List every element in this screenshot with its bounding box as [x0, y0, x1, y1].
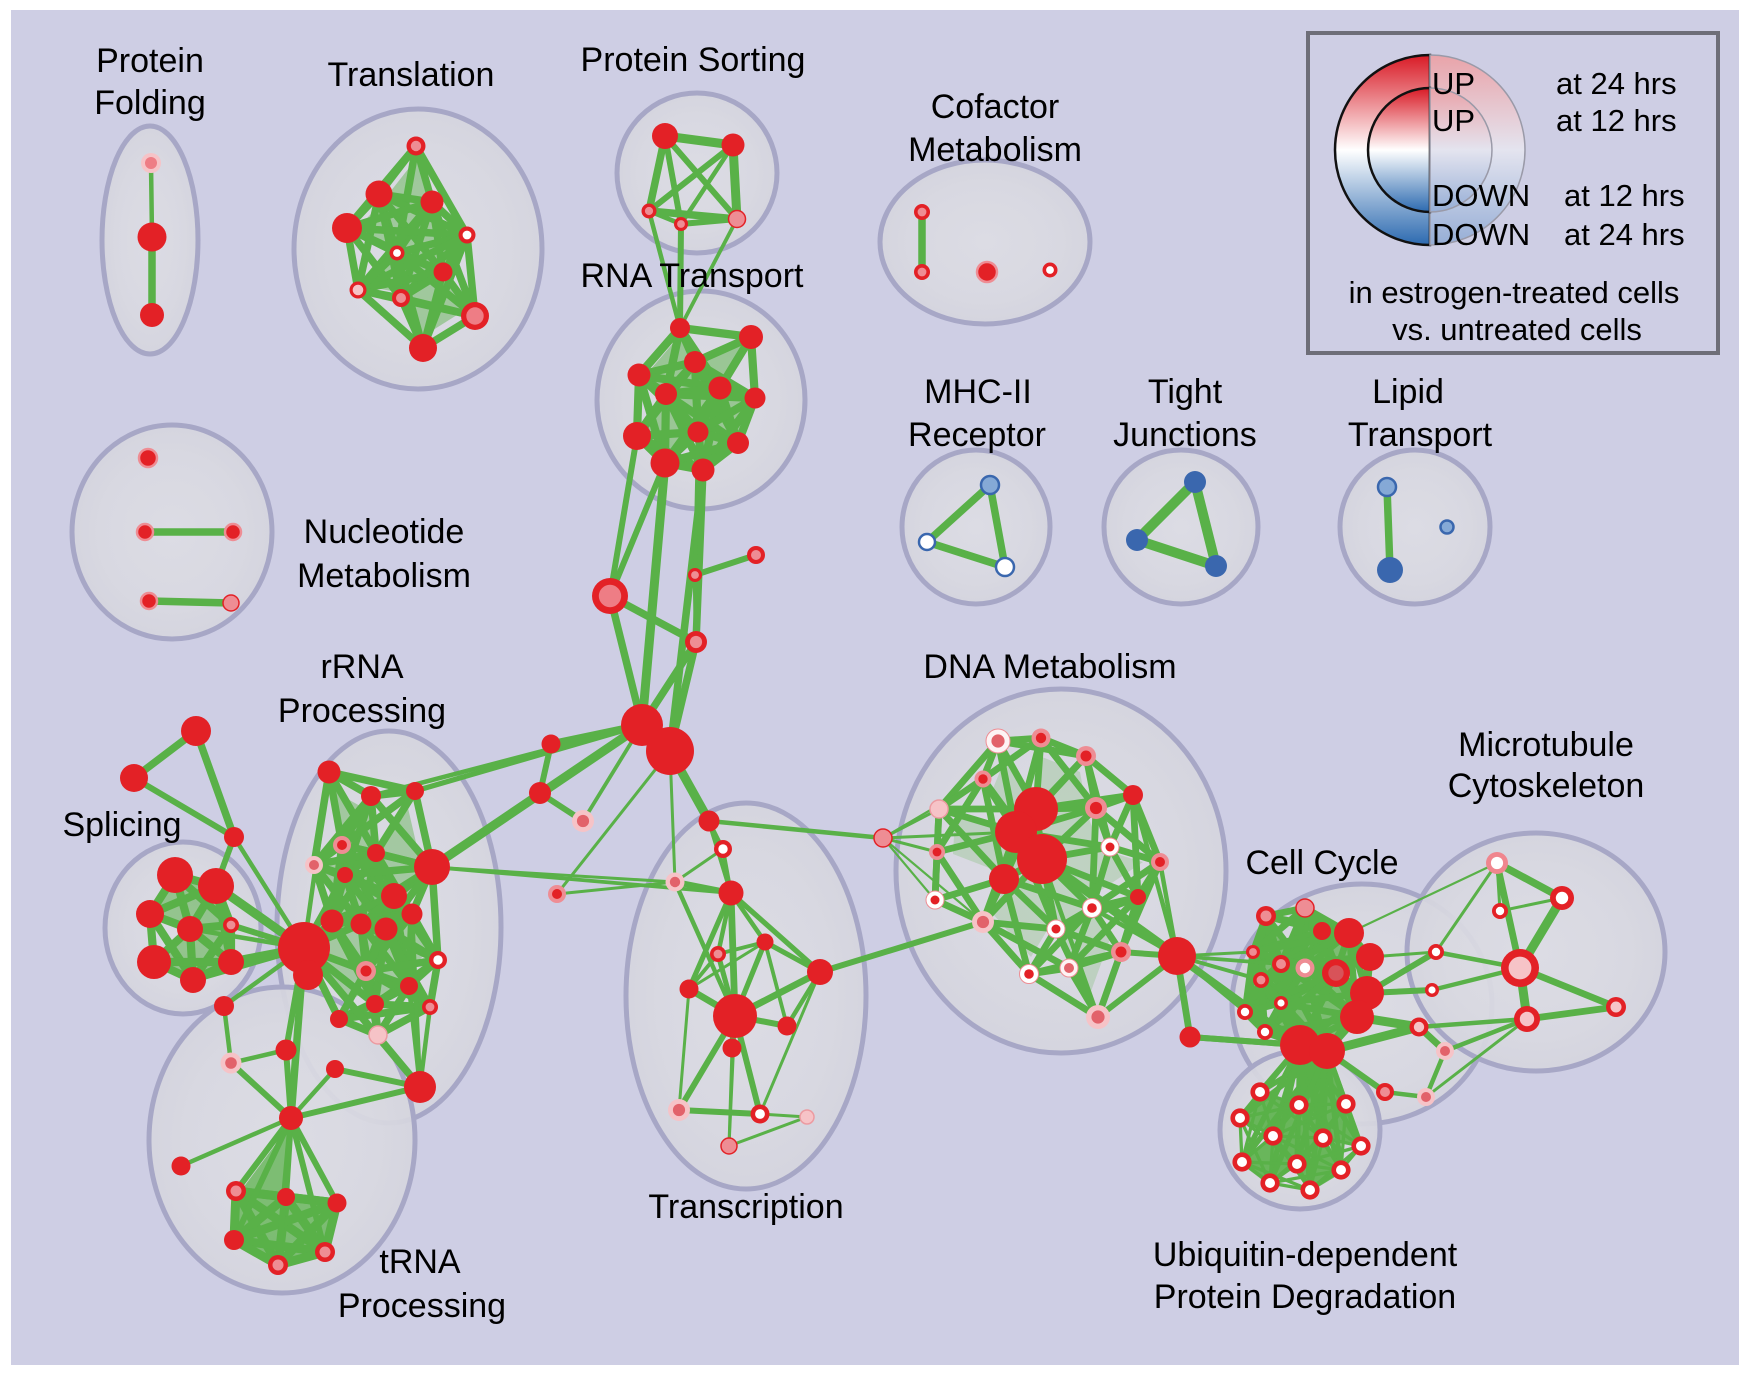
svg-text:Nucleotide: Nucleotide: [304, 513, 465, 551]
svg-text:rRNA: rRNA: [320, 648, 403, 686]
svg-text:RNA Transport: RNA Transport: [581, 257, 805, 295]
svg-text:Protein: Protein: [96, 42, 204, 80]
svg-text:Receptor: Receptor: [908, 416, 1046, 454]
svg-text:vs. untreated cells: vs. untreated cells: [1392, 312, 1642, 347]
svg-text:Microtubule: Microtubule: [1458, 726, 1634, 764]
svg-text:Processing: Processing: [278, 692, 446, 730]
svg-text:DOWN: DOWN: [1432, 178, 1530, 213]
svg-text:MHC-II: MHC-II: [924, 373, 1032, 411]
svg-text:DNA Metabolism: DNA Metabolism: [923, 648, 1176, 686]
svg-text:Lipid: Lipid: [1372, 373, 1444, 411]
svg-text:tRNA: tRNA: [379, 1243, 461, 1281]
svg-text:Metabolism: Metabolism: [297, 557, 471, 595]
svg-text:Junctions: Junctions: [1113, 416, 1257, 454]
svg-text:at 24 hrs: at 24 hrs: [1564, 217, 1685, 252]
svg-text:Transport: Transport: [1348, 416, 1493, 454]
svg-text:Cofactor: Cofactor: [931, 88, 1060, 126]
svg-text:Tight: Tight: [1148, 373, 1223, 411]
svg-text:DOWN: DOWN: [1432, 217, 1530, 252]
svg-text:UP: UP: [1432, 103, 1475, 138]
svg-text:at 24 hrs: at 24 hrs: [1556, 66, 1677, 101]
svg-text:Ubiquitin-dependent: Ubiquitin-dependent: [1153, 1236, 1458, 1274]
svg-text:Cell Cycle: Cell Cycle: [1245, 844, 1398, 882]
svg-text:Protein Degradation: Protein Degradation: [1154, 1278, 1456, 1316]
svg-text:Cytoskeleton: Cytoskeleton: [1448, 767, 1645, 805]
svg-text:Splicing: Splicing: [62, 806, 181, 844]
svg-text:Transcription: Transcription: [648, 1188, 843, 1226]
svg-text:Translation: Translation: [328, 56, 495, 94]
svg-text:in estrogen-treated cells: in estrogen-treated cells: [1349, 275, 1680, 310]
svg-text:UP: UP: [1432, 66, 1475, 101]
svg-text:at 12 hrs: at 12 hrs: [1556, 103, 1677, 138]
svg-text:at 12 hrs: at 12 hrs: [1564, 178, 1685, 213]
svg-text:Protein Sorting: Protein Sorting: [581, 41, 806, 79]
svg-text:Metabolism: Metabolism: [908, 131, 1082, 169]
svg-text:Processing: Processing: [338, 1287, 506, 1325]
svg-text:Folding: Folding: [94, 84, 206, 122]
